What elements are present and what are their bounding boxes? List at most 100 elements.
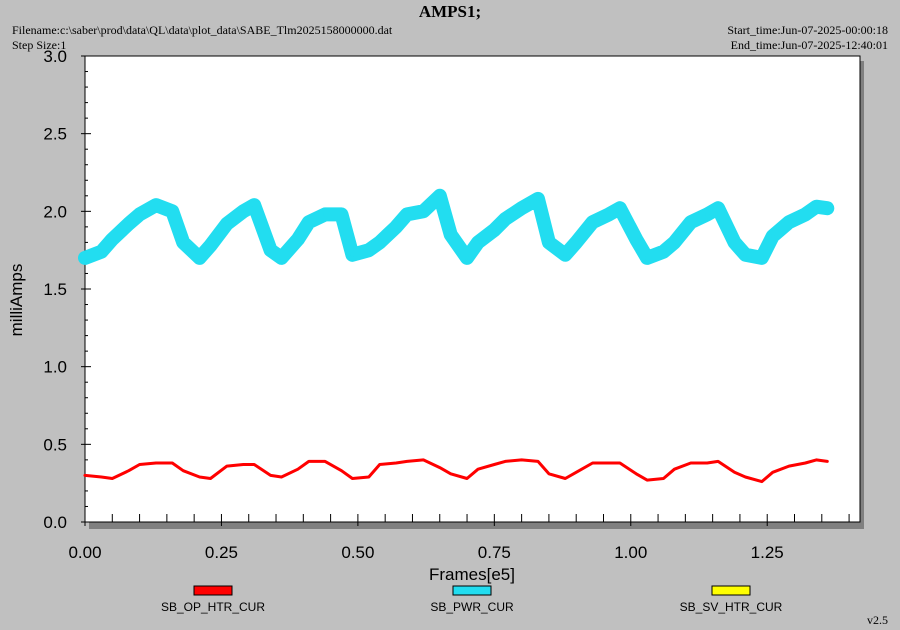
data-point: [377, 240, 382, 245]
data-point: [475, 240, 480, 245]
legend-label: SB_PWR_CUR: [430, 600, 514, 614]
data-point: [634, 237, 639, 242]
data-point: [99, 249, 104, 254]
data-point: [564, 477, 567, 480]
data-point: [563, 252, 568, 257]
x-tick-label: 0.50: [341, 543, 374, 562]
legend: SB_OP_HTR_CUR SB_PWR_CUR SB_SV_HTR_CUR: [161, 585, 783, 614]
data-point: [493, 463, 496, 466]
x-axis-label: Frames[e5]: [429, 565, 515, 584]
data-point: [366, 248, 371, 253]
data-point: [209, 477, 212, 480]
legend-label: SB_SV_HTR_CUR: [680, 600, 783, 614]
data-point: [449, 472, 452, 475]
y-tick-label: 2.0: [43, 202, 67, 221]
y-tick-label: 0.5: [43, 435, 67, 454]
data-point: [340, 469, 343, 472]
data-point: [788, 465, 791, 468]
data-point: [100, 475, 103, 478]
x-tick-label: 1.00: [614, 543, 647, 562]
filename-label: Filename:c:\saber\prod\data\QL\data\plot…: [12, 23, 393, 37]
data-point: [635, 472, 638, 475]
data-point: [536, 460, 539, 463]
data-point: [546, 240, 551, 245]
data-point: [138, 463, 141, 466]
data-point: [760, 480, 763, 483]
x-tick-label: 0.75: [478, 543, 511, 562]
series-line-sb-op-htr-cur: [83, 458, 829, 484]
data-point: [520, 458, 523, 461]
series-line-sb-pwr-cur: [78, 188, 835, 265]
data-point: [606, 212, 611, 217]
data-point: [689, 461, 692, 464]
data-point: [279, 255, 284, 260]
y-tick-label: 2.5: [43, 125, 67, 144]
start-time-label: Start_time:Jun-07-2025-00:00:18: [727, 23, 888, 37]
data-point: [198, 475, 201, 478]
data-point: [645, 255, 650, 260]
data-point: [492, 227, 497, 232]
data-point: [759, 255, 764, 260]
data-point: [591, 461, 594, 464]
data-point: [295, 237, 300, 242]
plot-area: [84, 55, 861, 523]
data-point: [688, 220, 693, 225]
data-point: [126, 221, 131, 226]
end-time-label: End_time:Jun-07-2025-12:40:01: [730, 38, 888, 52]
data-point: [182, 469, 185, 472]
data-point: [733, 471, 736, 474]
data-point: [170, 209, 175, 214]
data-point: [394, 224, 399, 229]
data-point: [590, 220, 595, 225]
data-point: [280, 475, 283, 478]
data-point: [815, 458, 818, 461]
data-point: [306, 220, 311, 225]
data-point: [339, 212, 344, 217]
data-point: [504, 460, 507, 463]
legend-swatch: [711, 585, 751, 596]
data-point: [825, 206, 830, 211]
data-point: [395, 461, 398, 464]
data-point: [448, 232, 453, 237]
data-point: [672, 240, 677, 245]
data-point: [422, 458, 425, 461]
x-tick-label: 0.00: [68, 543, 101, 562]
data-point: [83, 255, 87, 260]
data-point: [646, 479, 649, 482]
data-point: [705, 212, 710, 217]
data-point: [324, 460, 327, 463]
data-point: [673, 468, 676, 471]
data-point: [241, 209, 246, 214]
data-point: [296, 468, 299, 471]
data-point: [127, 469, 130, 472]
data-point: [574, 240, 579, 245]
data-point: [181, 240, 186, 245]
data-point: [137, 212, 142, 217]
data-point: [224, 221, 229, 226]
y-tick-label: 0.0: [43, 513, 67, 532]
x-tick-label: 1.25: [751, 543, 784, 562]
data-point: [351, 477, 354, 480]
data-point: [716, 206, 721, 211]
data-point: [617, 206, 622, 211]
data-point: [547, 472, 550, 475]
data-point: [476, 468, 479, 471]
version-label: v2.5: [867, 613, 888, 627]
axes: 0.0 0.5 1.0 1.5 2.0 2.5 3.0 0.00 0.25 0.50 0.75 1.0…: [43, 47, 850, 562]
data-point: [307, 460, 310, 463]
data-point: [242, 463, 245, 466]
data-point: [814, 204, 819, 209]
data-point: [437, 193, 442, 198]
data-point: [225, 465, 228, 468]
data-point: [378, 463, 381, 466]
data-point: [732, 240, 737, 245]
data-point: [575, 471, 578, 474]
data-point: [323, 212, 328, 217]
data-point: [535, 196, 540, 201]
data-point: [717, 460, 720, 463]
data-point: [803, 212, 808, 217]
data-point: [438, 466, 441, 469]
data-point: [771, 471, 774, 474]
data-point: [607, 461, 610, 464]
data-point: [618, 461, 621, 464]
